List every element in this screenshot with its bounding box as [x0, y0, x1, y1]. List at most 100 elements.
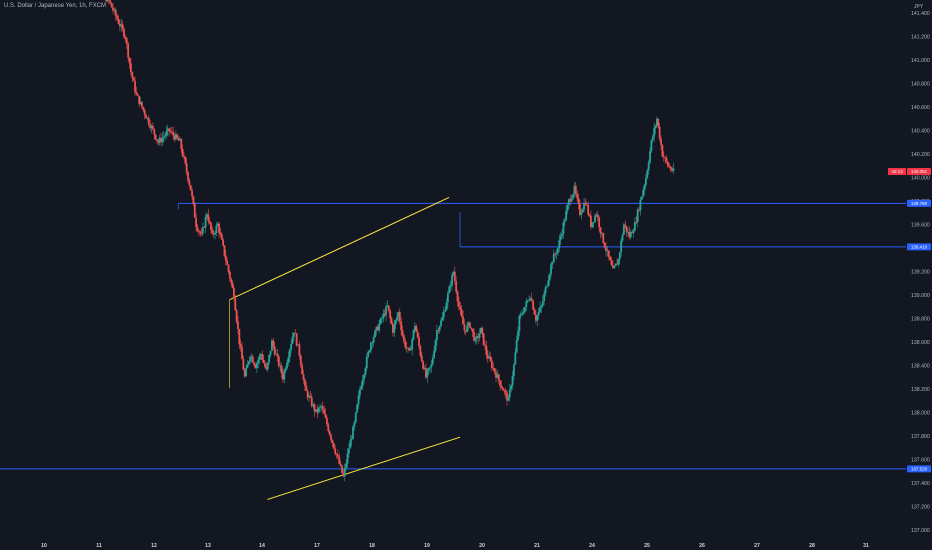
- candle-body: [212, 232, 215, 235]
- candle-body: [215, 225, 218, 234]
- candle-body: [495, 372, 497, 378]
- candle-body: [467, 322, 470, 326]
- candle-body: [407, 347, 409, 349]
- candle-body: [371, 342, 374, 344]
- candle-body: [463, 324, 466, 331]
- candle-body: [290, 343, 293, 350]
- candle-body: [414, 325, 416, 330]
- candle-body: [592, 221, 595, 223]
- time-axis: 10 11 12 13 14 17 18 19 20 21 24 25 26 27 28 31: [0, 540, 906, 550]
- candle-body: [530, 298, 533, 301]
- candle-body: [277, 356, 280, 366]
- candle-body: [117, 19, 120, 24]
- candle-body: [647, 162, 650, 171]
- candle-body: [327, 424, 330, 432]
- candle-body: [624, 224, 627, 227]
- candle-body: [108, 0, 110, 1]
- candle-body: [387, 305, 390, 311]
- candle-body: [671, 169, 673, 171]
- candle-body: [141, 101, 143, 108]
- candle-body: [618, 252, 621, 260]
- candle-body: [623, 224, 625, 235]
- candle-body: [415, 325, 418, 332]
- channel-lines: [229, 197, 461, 500]
- candle-body: [557, 248, 559, 254]
- candle-body: [503, 390, 506, 392]
- candle-body: [583, 203, 585, 210]
- candle-body: [392, 323, 394, 333]
- candle-body: [365, 356, 368, 369]
- candle-body: [341, 465, 343, 473]
- candle-body: [470, 327, 473, 329]
- candle-body: [223, 245, 226, 256]
- time-axis-panel[interactable]: [0, 540, 906, 550]
- candle-body: [319, 406, 321, 408]
- candle-body: [134, 80, 136, 92]
- candle-body: [525, 301, 528, 307]
- x-tick-label: 17: [314, 543, 320, 549]
- candle-body: [616, 263, 618, 265]
- candle-body: [588, 214, 591, 216]
- candle-body: [595, 214, 598, 216]
- candle-body: [599, 227, 602, 234]
- candle-body: [376, 326, 379, 331]
- symbol-title: U.S. Dollar / Japanese Yen, 1h, FXCM: [4, 3, 107, 9]
- candle-body: [183, 155, 185, 158]
- candle-body: [288, 349, 291, 358]
- candle-body: [466, 325, 469, 332]
- price-axis-panel[interactable]: [906, 0, 932, 540]
- candle-body: [199, 231, 202, 234]
- last-price-tag-label: 140.051: [911, 169, 928, 174]
- candle-body: [437, 330, 440, 331]
- candle-body: [651, 136, 654, 141]
- candle-body: [526, 300, 529, 302]
- x-tick-label: 11: [96, 543, 102, 549]
- level-price-tag: [907, 243, 931, 251]
- candle-body: [646, 170, 649, 179]
- candle-body: [551, 262, 554, 265]
- candle-body: [481, 327, 484, 334]
- candle-body: [119, 23, 121, 27]
- candle-body: [486, 354, 489, 359]
- candle-body: [185, 163, 188, 173]
- candle-body: [234, 298, 237, 311]
- candle-body: [158, 137, 161, 143]
- level-price-tag-label: 137.520: [911, 467, 928, 472]
- candle-body: [668, 166, 671, 168]
- candle-body: [661, 145, 664, 157]
- candle-body: [265, 366, 268, 370]
- candle-body: [370, 342, 372, 351]
- candle-body: [656, 118, 658, 126]
- candle-body: [605, 247, 607, 252]
- candle-body: [573, 185, 576, 195]
- x-tick-label: 25: [644, 543, 650, 549]
- candle-body: [226, 260, 229, 265]
- candle-body: [539, 307, 541, 312]
- candle-body: [131, 72, 134, 78]
- candle-body: [313, 404, 316, 412]
- candle-body: [191, 190, 193, 197]
- candle-body: [456, 291, 459, 302]
- x-tick-label: 18: [369, 543, 375, 549]
- candle-body: [455, 280, 458, 292]
- candle-body: [291, 336, 294, 344]
- candle-body: [306, 390, 309, 398]
- candle-body: [211, 229, 214, 233]
- candle-body: [537, 311, 540, 316]
- candle-body: [172, 131, 175, 136]
- candle-body: [484, 344, 486, 346]
- y-tick-label: 140.600: [911, 105, 930, 111]
- candle-body: [247, 361, 250, 365]
- candle-body: [480, 327, 482, 334]
- candle-body: [375, 326, 378, 331]
- candle-body: [594, 215, 596, 222]
- candle-body: [460, 309, 463, 317]
- candle-body: [653, 128, 656, 137]
- candle-body: [570, 198, 573, 202]
- candle-body: [598, 217, 601, 228]
- last-price-tag: [907, 168, 931, 176]
- candle-body: [514, 352, 517, 365]
- y-tick-label: 141.400: [911, 11, 930, 17]
